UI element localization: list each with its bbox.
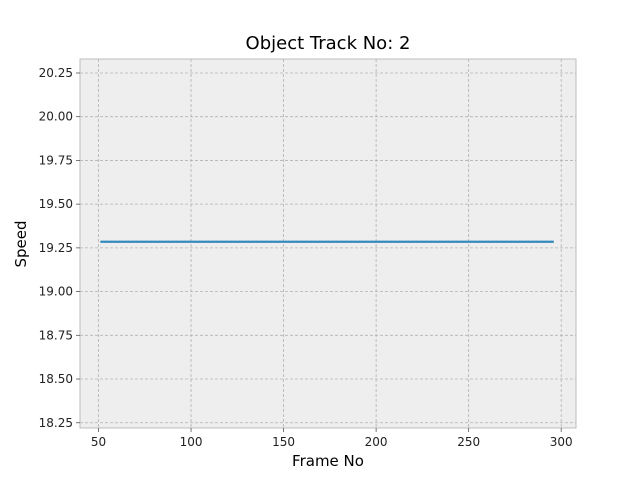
y-tick-label: 18.75 <box>39 328 73 342</box>
y-tick-label: 19.50 <box>39 197 73 211</box>
y-tick-label: 20.25 <box>39 66 73 80</box>
y-tick-label: 19.75 <box>39 153 73 167</box>
ticks: 50 100 150 200 250 300 18.25 18.50 18.75 19.00 19.… <box>39 66 573 449</box>
x-tick-label: 200 <box>365 435 388 449</box>
y-axis-label: Speed <box>12 220 30 267</box>
y-tick-label: 18.50 <box>39 372 73 386</box>
x-tick-label: 250 <box>457 435 480 449</box>
x-tick-label: 150 <box>272 435 295 449</box>
x-tick-label: 50 <box>91 435 106 449</box>
y-tick-label: 19.00 <box>39 285 73 299</box>
y-tick-label: 19.25 <box>39 241 73 255</box>
y-tick-label: 20.00 <box>39 110 73 124</box>
x-axis-label: Frame No <box>292 452 364 470</box>
y-tick-label: 18.25 <box>39 416 73 430</box>
x-tick-label: 100 <box>180 435 203 449</box>
chart-title: Object Track No: 2 <box>246 33 411 54</box>
plot-area <box>80 59 576 428</box>
plot-frame <box>79 58 577 429</box>
grid <box>80 59 576 428</box>
x-tick-label: 300 <box>550 435 573 449</box>
